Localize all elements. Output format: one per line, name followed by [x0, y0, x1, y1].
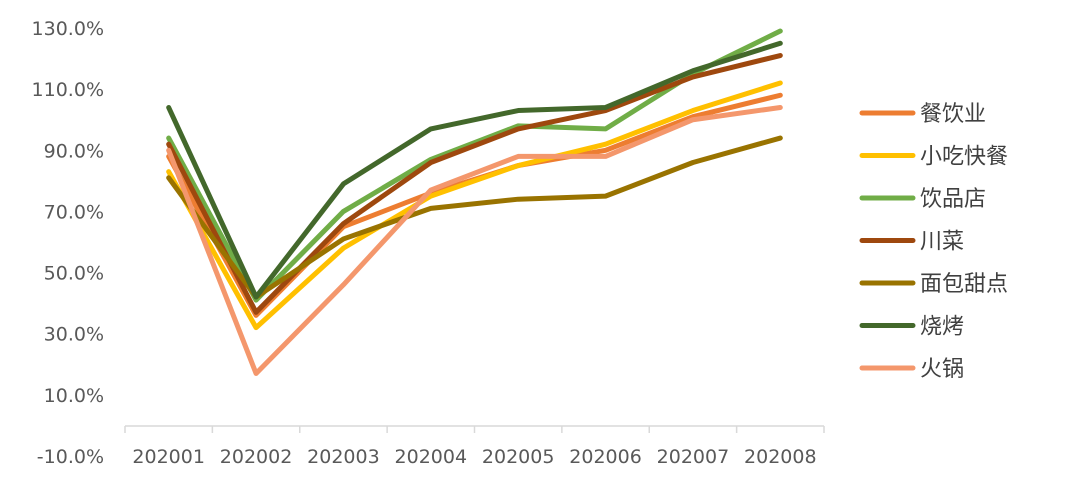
x-axis-ticks: [124, 426, 825, 433]
y-tick-label: 70.0%: [44, 201, 104, 223]
legend-label: 川菜: [920, 230, 964, 255]
x-tick-label: 202007: [657, 446, 730, 468]
x-tick-label: 202008: [744, 446, 817, 468]
x-tick-label: 202002: [220, 446, 293, 468]
y-tick-label: 10.0%: [44, 385, 104, 407]
legend-label: 火锅: [920, 357, 964, 382]
y-tick-label: 130.0%: [32, 18, 104, 40]
series-line-4: [166, 53, 783, 315]
legend-item: 面包甜点: [859, 272, 1008, 297]
legend-item: 烧烤: [859, 315, 964, 340]
y-tick-label: 30.0%: [44, 324, 104, 346]
legend-label: 小吃快餐: [920, 145, 1008, 170]
series-lines: [166, 28, 783, 376]
x-tick-label: 202003: [307, 446, 380, 468]
series-line-5: [166, 135, 783, 300]
x-axis-tick-labels: 202001 202002 202003 202004 202005 202006 2020…: [132, 446, 816, 468]
legend-item: 小吃快餐: [859, 145, 1008, 170]
legend-item: 饮品店: [859, 187, 986, 212]
y-tick-label: 90.0%: [44, 140, 104, 162]
y-tick-label: -10.0%: [37, 446, 104, 468]
x-tick-label: 202001: [132, 446, 205, 468]
legend-label: 面包甜点: [920, 272, 1008, 297]
legend-label: 饮品店: [920, 187, 986, 212]
y-tick-label: 50.0%: [44, 263, 104, 285]
legend-item: 火锅: [859, 357, 964, 382]
x-tick-label: 202005: [482, 446, 555, 468]
series-line-6: [166, 40, 783, 300]
x-tick-label: 202004: [395, 446, 468, 468]
series-line-7: [166, 104, 783, 376]
legend-item: 餐饮业: [859, 102, 986, 127]
x-tick-label: 202006: [569, 446, 642, 468]
legend-item: 川菜: [859, 230, 964, 255]
legend-label: 餐饮业: [920, 102, 986, 127]
legend-label: 烧烤: [920, 315, 964, 340]
y-axis-tick-labels: -10.0% 10.0% 30.0% 50.0% 70.0% 90.0% 110.0% 130…: [32, 18, 104, 468]
y-tick-label: 110.0%: [32, 79, 104, 101]
series-line-2: [166, 80, 783, 331]
